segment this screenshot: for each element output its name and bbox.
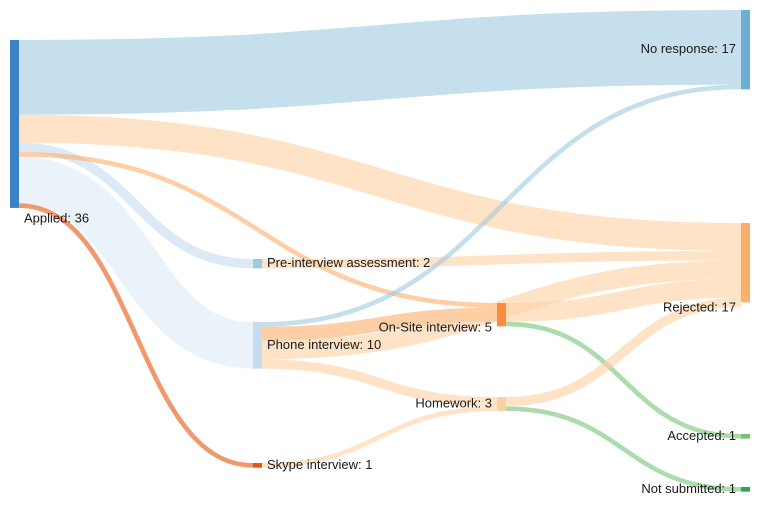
link-applied-to-phone (17, 156, 255, 369)
node-label-onsite: On-Site interview: 5 (379, 319, 492, 334)
node-label-skype: Skype interview: 1 (267, 457, 373, 472)
node-label-accepted: Accepted: 1 (667, 428, 736, 443)
link-homework-to-rejected (505, 297, 742, 407)
link-phone-to-noresp (261, 84, 742, 327)
link-homework-to-notsub (505, 406, 742, 492)
link-pre-to-rejected (261, 250, 742, 269)
link-applied-to-skype (18, 203, 254, 468)
node-skype (253, 463, 262, 468)
node-label-noresp: No response: 17 (641, 41, 736, 56)
link-applied-to-pre (18, 142, 254, 269)
node-label-pre: Pre-interview assessment: 2 (267, 255, 430, 270)
node-pre (253, 259, 262, 269)
link-onsite-to-accepted (505, 321, 742, 439)
node-rejected (741, 223, 750, 303)
sankey-links (17, 10, 742, 492)
node-phone (253, 322, 262, 369)
node-homework (497, 397, 506, 411)
node-label-applied: Applied: 36 (24, 210, 89, 225)
node-applied (10, 40, 19, 208)
node-label-homework: Homework: 3 (415, 395, 492, 410)
node-label-notsub: Not submitted: 1 (641, 481, 736, 496)
sankey-labels: Applied: 36 Pre-interview assessment: 2 Ph… (24, 41, 736, 496)
link-skype-to-homework (261, 406, 498, 468)
sankey-nodes (10, 10, 750, 492)
link-phone-to-homework (261, 359, 498, 407)
link-applied-to-rejected (18, 114, 742, 251)
node-notsub (741, 487, 750, 492)
link-applied-to-onsite (18, 151, 498, 308)
link-applied-to-noresp (18, 10, 742, 115)
link-onsite-to-rejected (505, 278, 742, 322)
node-onsite (497, 303, 506, 327)
node-accepted (741, 434, 750, 439)
node-noresp (741, 10, 750, 90)
node-label-rejected: Rejected: 17 (663, 299, 736, 314)
node-label-phone: Phone interview: 10 (267, 337, 381, 352)
